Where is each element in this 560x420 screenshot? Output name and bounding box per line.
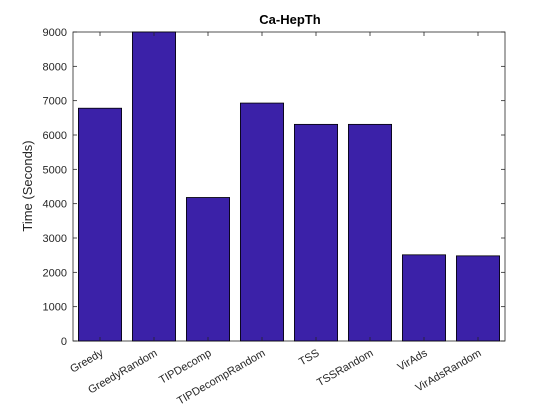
y-tick-label: 0 (61, 336, 67, 348)
bar-virads (401, 254, 446, 342)
bar-greedyrandom (131, 31, 176, 342)
bar-greedy (78, 107, 123, 342)
y-tick-label: 9000 (43, 27, 67, 39)
axes-box (72, 31, 506, 342)
y-tick-label: 3000 (43, 233, 67, 245)
bar-tss (293, 123, 338, 342)
x-tick-label: VirAds (396, 347, 430, 374)
bar-tipdecomp (185, 197, 230, 342)
x-tick-label: TSS (297, 347, 322, 368)
bar-tipdecomprandom (239, 102, 284, 342)
plot-area: 0 1000 2000 3000 4000 5000 6000 7000 8000 9000 Gre… (43, 27, 506, 407)
x-tick-label: TSSRandom (315, 347, 376, 389)
y-tick-label: 7000 (43, 96, 67, 108)
y-tick-label: 5000 (43, 164, 67, 176)
bar-tssrandom (347, 123, 392, 342)
y-tick-label: 4000 (43, 199, 67, 211)
y-tick-label: 1000 (43, 302, 67, 314)
x-tick-label: TIPDecompRandom (175, 347, 267, 407)
y-tick-label: 8000 (43, 61, 67, 73)
y-axis-label: Time (Seconds) (20, 140, 35, 231)
y-tick-label: 6000 (43, 130, 67, 142)
y-tick-label: 2000 (43, 267, 67, 279)
chart-title: Ca-HepTh (259, 12, 320, 27)
x-tick-label: Greedy (68, 347, 106, 376)
bar-viradsrandom (455, 255, 500, 342)
